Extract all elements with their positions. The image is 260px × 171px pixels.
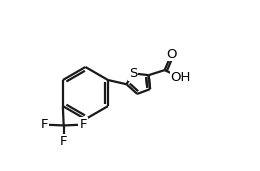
Text: F: F [79,118,87,131]
Text: S: S [129,67,137,80]
Text: OH: OH [171,71,191,84]
Text: F: F [41,118,48,131]
Text: F: F [60,135,67,148]
Text: O: O [166,48,177,61]
